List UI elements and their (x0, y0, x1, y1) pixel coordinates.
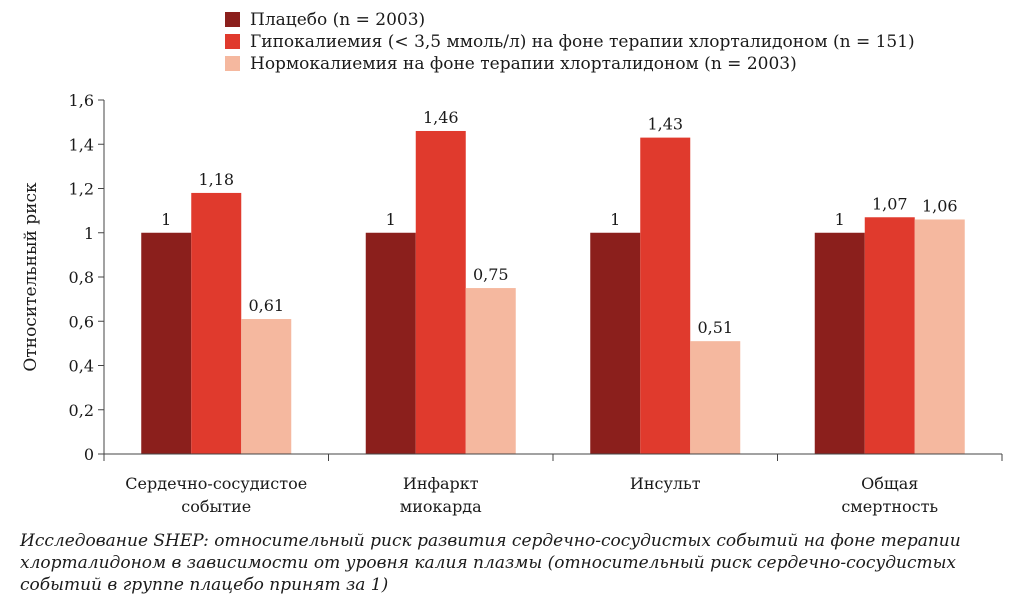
y-axis: 0 0,2 0,4 0,6 0,8 1 1,2 1,4 1,6 (69, 91, 105, 464)
bar (241, 319, 292, 454)
bars: 1 1,18 0,61 1 1,46 0,75 1 1,43 0,51 1 1,07 1,06 (141, 108, 965, 455)
y-tick-label: 0 (84, 445, 94, 464)
bar-value-label: 1,06 (922, 196, 958, 215)
bar (914, 219, 965, 454)
bar-value-label: 0,75 (473, 265, 509, 284)
x-axis: Сердечно-сосудистое событие Инфаркт миокард… (103, 453, 1003, 516)
figure-caption: Исследование SHEP: относительный риск ра… (20, 531, 961, 595)
bar (365, 232, 416, 454)
x-category-label: миокарда (400, 497, 482, 516)
bar (141, 232, 192, 454)
bar (864, 217, 915, 454)
bar-chart: Плацебо (n = 2003)Гипокалиемия (< 3,5 мм… (21, 10, 1003, 516)
bar-value-label: 1 (610, 210, 620, 229)
y-tick-label: 1 (84, 224, 94, 243)
bar-value-label: 1 (835, 210, 845, 229)
bar-value-label: 1,07 (872, 194, 908, 213)
bar-value-label: 1,43 (647, 115, 683, 134)
bar (590, 232, 641, 454)
bar-value-label: 1,46 (423, 108, 459, 127)
legend-label-3: Нормокалиемия на фоне терапии хлорталидо… (250, 54, 797, 74)
x-category-label: событие (181, 497, 251, 516)
bar (415, 130, 466, 454)
bar (814, 232, 865, 454)
y-tick-label: 1,2 (69, 180, 94, 199)
bar (640, 137, 691, 455)
y-tick-label: 1,6 (69, 91, 94, 110)
y-tick-label: 0,4 (69, 357, 94, 376)
legend-label-1: Плацебо (n = 2003) (250, 10, 425, 30)
x-category-label: Инфаркт (403, 474, 479, 493)
x-category-label: смертность (841, 497, 938, 516)
x-category-label: Общая (861, 474, 918, 493)
legend-label-2: Гипокалиемия (< 3,5 ммоль/л) на фоне тер… (250, 32, 915, 52)
y-tick-label: 0,6 (69, 312, 94, 331)
legend-swatch-2 (225, 34, 240, 49)
legend-swatch-3 (225, 56, 240, 71)
bar-value-label: 1,18 (198, 170, 234, 189)
bar (690, 341, 741, 454)
x-category-label: Инсульт (630, 474, 701, 493)
y-tick-label: 1,4 (69, 135, 94, 154)
y-axis-title: Относительный риск (21, 182, 41, 372)
y-tick-label: 0,8 (69, 268, 94, 287)
x-category-label: Сердечно-сосудистое (125, 474, 307, 493)
bar (465, 288, 516, 454)
bar-value-label: 0,51 (697, 318, 733, 337)
y-tick-label: 0,2 (69, 401, 94, 420)
bar (191, 192, 242, 455)
chart-legend: Плацебо (n = 2003)Гипокалиемия (< 3,5 мм… (225, 10, 915, 74)
bar-value-label: 1 (161, 210, 171, 229)
bar-value-label: 0,61 (248, 296, 284, 315)
legend-swatch-1 (225, 12, 240, 27)
bar-value-label: 1 (386, 210, 396, 229)
